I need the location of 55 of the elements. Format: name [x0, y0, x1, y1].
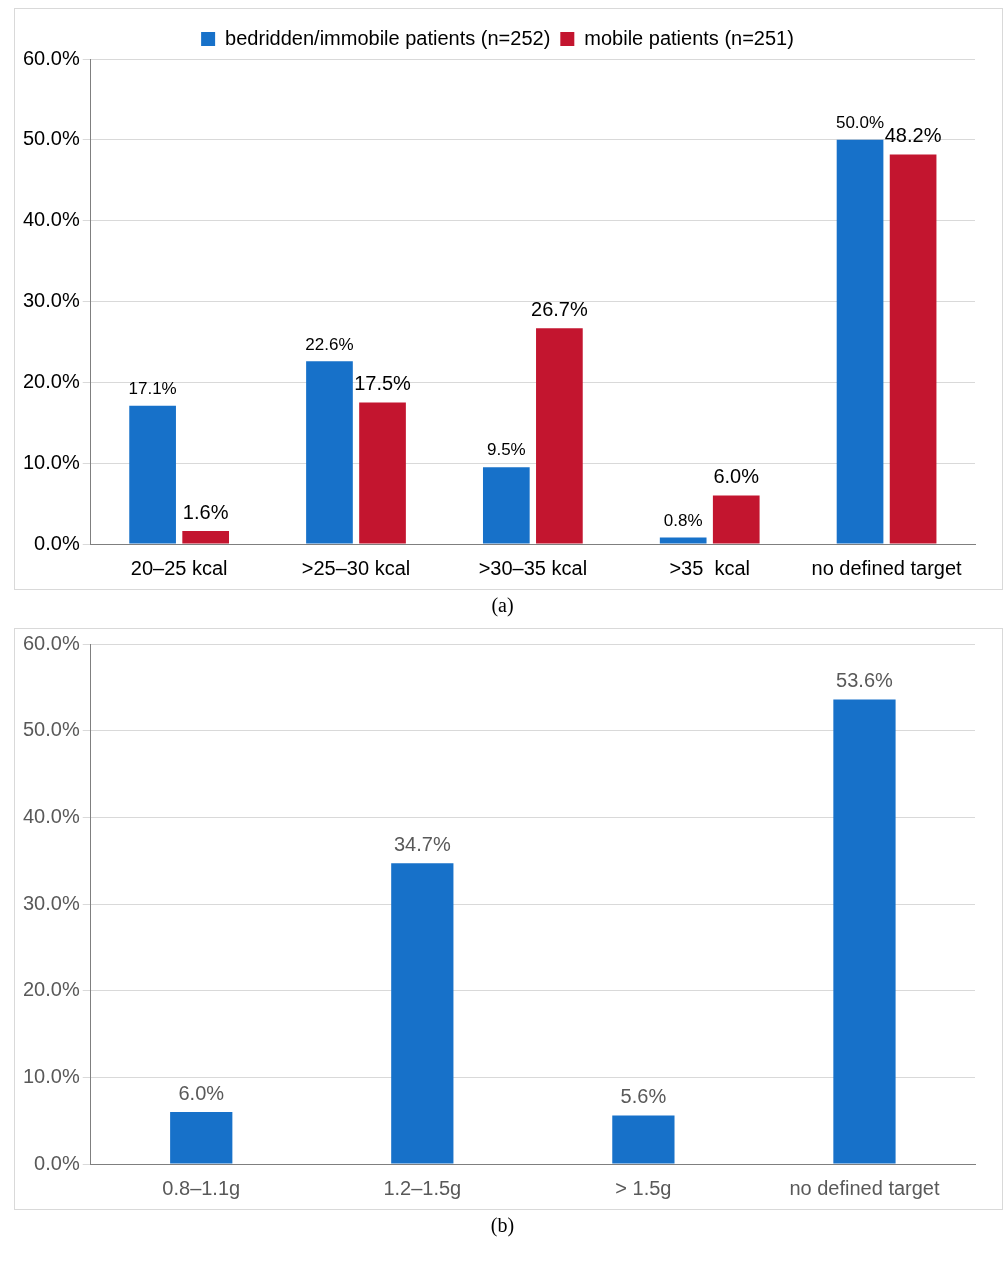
- data-label: 22.6%: [305, 334, 354, 354]
- y-tick-label: 40.0%: [22, 208, 80, 231]
- y-tick-label: 10.0%: [22, 450, 80, 473]
- data-label: 26.7%: [531, 297, 588, 320]
- y-tick-label: 50.0%: [22, 127, 80, 150]
- text: (a): [490, 593, 515, 619]
- bar: [391, 863, 454, 1164]
- legend-label: mobile patients (n=251): [584, 26, 794, 49]
- x-tick-label: no defined target: [789, 1176, 940, 1199]
- y-tick-label: 60.0%: [22, 46, 80, 69]
- data-label: 6.0%: [713, 465, 760, 488]
- y-tick-label: 60.0%: [22, 631, 80, 654]
- y-tick-label: 10.0%: [22, 1064, 80, 1087]
- bar: [712, 495, 760, 544]
- x-tick-label: >30–35 kcal: [478, 556, 588, 579]
- y-tick-label: 20.0%: [22, 369, 80, 392]
- data-label: 53.6%: [836, 668, 894, 691]
- bar: [833, 699, 896, 1164]
- bar: [359, 402, 406, 544]
- y-tick-label: 30.0%: [22, 891, 80, 914]
- x-tick-label: 0.8–1.1g: [162, 1176, 241, 1199]
- data-label: 50.0%: [835, 113, 885, 133]
- x-tick-label: 20–25 kcal: [130, 556, 228, 579]
- bar: [612, 1115, 675, 1164]
- bar: [836, 139, 884, 544]
- data-label: 48.2%: [884, 123, 942, 146]
- x-tick-label: > 1.5g: [615, 1176, 672, 1199]
- x-tick-label: >35 kcal: [669, 556, 751, 579]
- y-tick-label: 30.0%: [22, 289, 80, 312]
- bar: [306, 361, 353, 544]
- y-tick-label: 0.0%: [34, 1151, 80, 1174]
- data-label: 17.1%: [128, 378, 177, 398]
- bar: [129, 405, 176, 544]
- data-label: 6.0%: [178, 1081, 225, 1104]
- x-tick-label: >25–30 kcal: [301, 556, 411, 579]
- bar: [482, 467, 530, 544]
- legend-label: bedridden/immobile patients (n=252): [225, 26, 551, 49]
- bar: [536, 328, 583, 544]
- y-tick-label: 20.0%: [22, 978, 80, 1001]
- bar: [170, 1112, 233, 1164]
- data-label: 34.7%: [393, 832, 451, 855]
- bar: [889, 154, 937, 544]
- data-label: 1.6%: [182, 500, 229, 523]
- x-tick-label: no defined target: [811, 556, 963, 579]
- x-tick-label: 1.2–1.5g: [383, 1176, 462, 1199]
- data-label: 5.6%: [620, 1084, 667, 1107]
- data-label: 17.5%: [354, 372, 412, 395]
- text: (b): [489, 1213, 516, 1239]
- bar: [659, 537, 707, 544]
- y-tick-label: 0.0%: [34, 531, 80, 554]
- bar: [182, 531, 230, 544]
- y-tick-label: 40.0%: [22, 804, 80, 827]
- data-label: 9.5%: [486, 440, 526, 460]
- y-tick-label: 50.0%: [22, 718, 80, 741]
- data-label: 0.8%: [663, 510, 703, 530]
